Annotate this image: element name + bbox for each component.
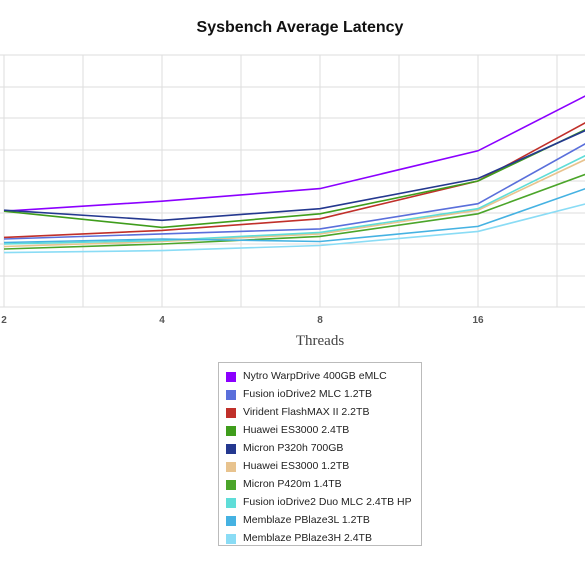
legend-swatch (226, 426, 236, 436)
series-line-0 (3, 95, 585, 212)
legend-swatch (226, 516, 236, 526)
legend-label: Micron P420m 1.4TB (243, 478, 342, 490)
legend-label: Fusion ioDrive2 Duo MLC 2.4TB HP (243, 496, 412, 508)
series-lines (3, 95, 585, 254)
legend-item: Fusion ioDrive2 MLC 1.2TB (225, 385, 421, 403)
legend-item: Nytro WarpDrive 400GB eMLC (225, 367, 421, 385)
series-line-8 (3, 187, 585, 244)
x-tick-label: 8 (317, 315, 323, 326)
legend-item: Micron P320h 700GB (225, 439, 421, 457)
legend-label: Memblaze PBlaze3H 2.4TB (243, 532, 372, 544)
chart-title: Sysbench Average Latency (196, 19, 404, 36)
series-line-9 (3, 203, 585, 254)
x-tick-label: 16 (472, 315, 484, 326)
legend-label: Fusion ioDrive2 MLC 1.2TB (243, 388, 372, 400)
series-line-4 (3, 129, 585, 222)
legend-item: Memblaze PBlaze3L 1.2TB (225, 511, 421, 529)
legend-swatch (226, 480, 236, 490)
legend-swatch (226, 498, 236, 508)
legend-item: Micron P420m 1.4TB (225, 475, 421, 493)
plot-area: 2 4 8 16 (0, 54, 585, 326)
legend-label: Huawei ES3000 1.2TB (243, 460, 350, 472)
series-line-1 (3, 143, 585, 240)
legend-swatch (226, 534, 236, 544)
x-axis-title: Threads (295, 333, 345, 349)
grid-lines (0, 54, 585, 308)
legend-swatch (226, 372, 236, 382)
legend-item: Huawei ES3000 2.4TB (225, 421, 421, 439)
series-line-5 (3, 158, 585, 248)
series-line-3 (3, 128, 585, 229)
legend-label: Micron P320h 700GB (243, 442, 344, 454)
legend-swatch (226, 408, 236, 418)
legend-item: Huawei ES3000 1.2TB (225, 457, 421, 475)
series-line-7 (3, 154, 585, 245)
legend: Nytro WarpDrive 400GB eMLC Fusion ioDrive… (218, 362, 422, 546)
series-line-6 (3, 173, 585, 250)
legend-label: Virident FlashMAX II 2.2TB (243, 406, 370, 418)
x-tick-label: 4 (159, 315, 165, 326)
legend-swatch (226, 462, 236, 472)
legend-label: Nytro WarpDrive 400GB eMLC (243, 370, 387, 382)
legend-label: Huawei ES3000 2.4TB (243, 424, 350, 436)
legend-label: Memblaze PBlaze3L 1.2TB (243, 514, 370, 526)
x-tick-labels: 2 4 8 16 (1, 315, 484, 326)
legend-swatch (226, 444, 236, 454)
series-line-2 (3, 122, 585, 239)
legend-item: Memblaze PBlaze3H 2.4TB (225, 529, 421, 547)
legend-item: Virident FlashMAX II 2.2TB (225, 403, 421, 421)
legend-item: Fusion ioDrive2 Duo MLC 2.4TB HP (225, 493, 421, 511)
x-tick-label: 2 (1, 315, 7, 326)
legend-swatch (226, 390, 236, 400)
